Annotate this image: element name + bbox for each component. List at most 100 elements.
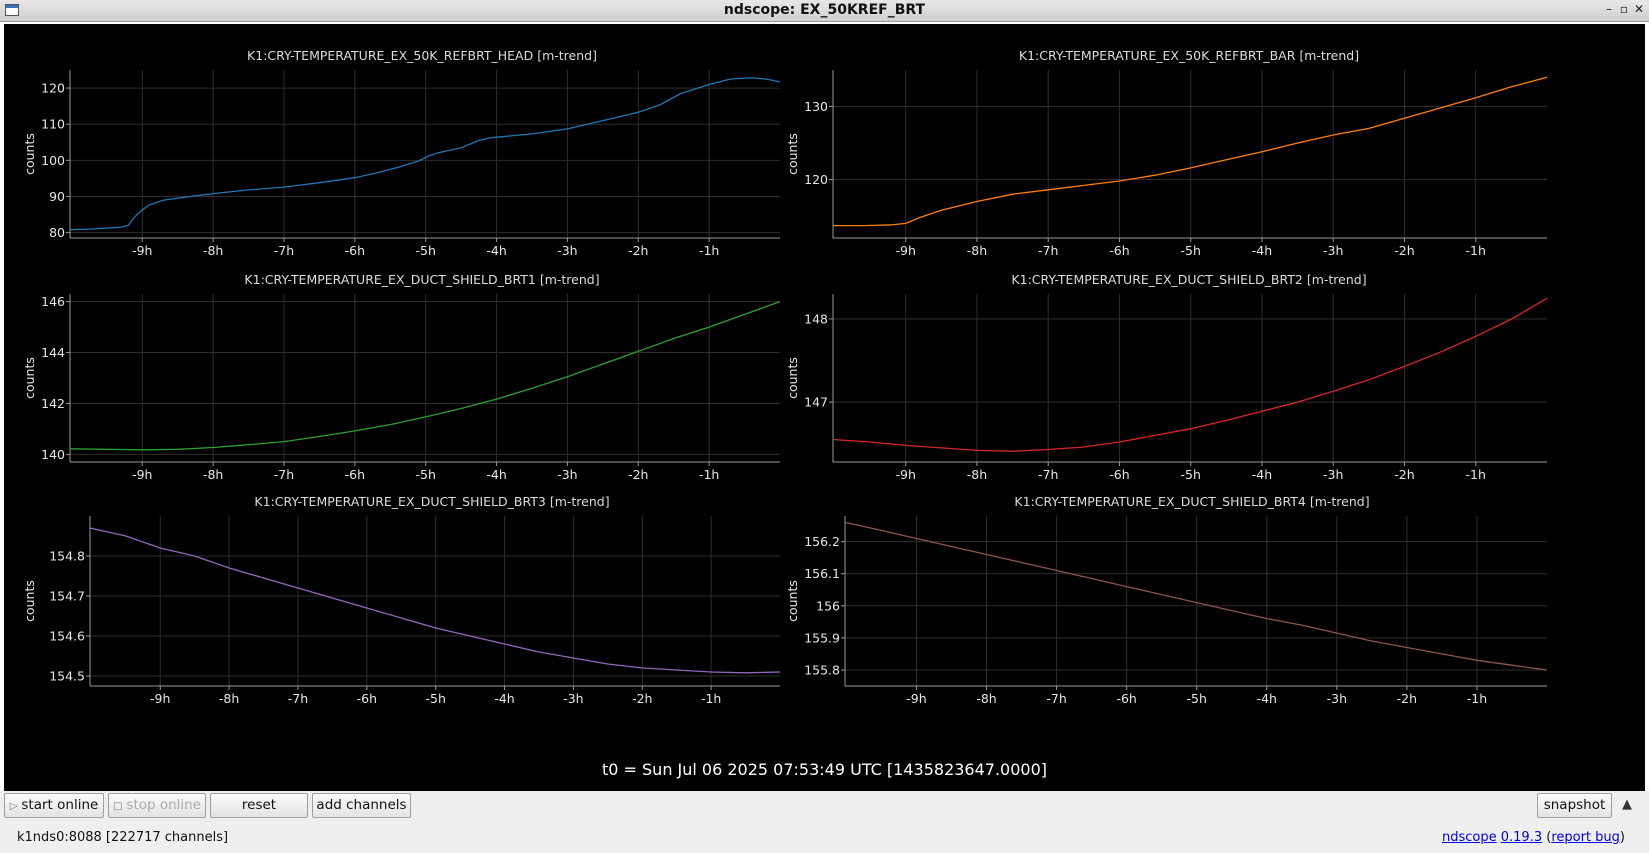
y-tick-label: 147 — [804, 395, 828, 410]
x-tick-label: -7h — [288, 691, 308, 706]
window-menu-icon[interactable] — [5, 4, 19, 16]
report-bug-link[interactable]: report bug — [1551, 830, 1620, 845]
reset-button[interactable]: reset — [210, 793, 308, 818]
x-tick-label: -2h — [1394, 243, 1414, 258]
x-tick-label: -8h — [967, 467, 987, 482]
version-link[interactable]: 0.19.3 — [1500, 830, 1543, 845]
plot-title: K1:CRY-TEMPERATURE_EX_50K_REFBRT_BAR [m-… — [1019, 48, 1359, 63]
series-line[interactable] — [69, 77, 781, 231]
plot-canvas[interactable]: K1:CRY-TEMPERATURE_EX_50K_REFBRT_HEAD [m… — [4, 24, 1645, 791]
window-titlebar[interactable]: ndscope: EX_50KREF_BRT – ▫ ✕ — [0, 0, 1649, 22]
about-info: ndscope 0.19.3 (report bug) — [1441, 830, 1625, 845]
x-tick-label: -8h — [203, 467, 223, 482]
stop-online-button[interactable]: □ stop online — [108, 793, 206, 818]
add-channels-button[interactable]: add channels — [312, 793, 411, 818]
x-tick-label: -9h — [150, 691, 170, 706]
y-tick-label: 156 — [816, 598, 840, 613]
y-tick-label: 156.2 — [804, 534, 840, 549]
y-tick-label: 156.1 — [804, 566, 840, 581]
x-tick-label: -9h — [895, 467, 915, 482]
series-line[interactable] — [69, 300, 781, 451]
x-tick-label: -1h — [699, 467, 719, 482]
x-tick-label: -7h — [1046, 691, 1066, 706]
plot-title: K1:CRY-TEMPERATURE_EX_DUCT_SHIELD_BRT3 [… — [254, 494, 609, 509]
plot-title: K1:CRY-TEMPERATURE_EX_DUCT_SHIELD_BRT2 [… — [1011, 272, 1366, 287]
y-tick-label: 142 — [41, 396, 65, 411]
y-tick-label: 155.9 — [804, 630, 840, 645]
series-line[interactable] — [844, 521, 1548, 671]
x-tick-label: -8h — [976, 691, 996, 706]
series-line[interactable] — [89, 527, 781, 674]
y-tick-label: 140 — [41, 447, 65, 462]
plot-grid[interactable]: K1:CRY-TEMPERATURE_EX_50K_REFBRT_HEAD [m… — [4, 24, 1645, 754]
x-tick-label: -5h — [1187, 691, 1207, 706]
plot-title: K1:CRY-TEMPERATURE_EX_DUCT_SHIELD_BRT4 [… — [1014, 494, 1369, 509]
x-tick-label: -3h — [563, 691, 583, 706]
x-tick-label: -2h — [1397, 691, 1417, 706]
y-tick-label: 146 — [41, 294, 65, 309]
stop-online-label: stop online — [126, 797, 202, 813]
x-tick-label: -4h — [494, 691, 514, 706]
x-tick-label: -9h — [132, 467, 152, 482]
minimize-button[interactable]: – — [1606, 2, 1612, 16]
x-tick-label: -7h — [1038, 467, 1058, 482]
x-tick-label: -4h — [1252, 467, 1272, 482]
x-tick-label: -3h — [557, 467, 577, 482]
x-tick-label: -6h — [345, 467, 365, 482]
y-axis-label: counts — [22, 357, 37, 399]
y-axis-label: counts — [785, 580, 800, 622]
x-tick-label: -7h — [274, 243, 294, 258]
x-tick-label: -4h — [1252, 243, 1272, 258]
plot-title: K1:CRY-TEMPERATURE_EX_DUCT_SHIELD_BRT1 [… — [244, 272, 599, 287]
connection-status: k1nds0:8088 [222717 channels] — [17, 830, 229, 845]
snapshot-button[interactable]: snapshot — [1537, 793, 1612, 818]
y-tick-label: 90 — [49, 189, 65, 204]
x-tick-label: -9h — [132, 243, 152, 258]
maximize-button[interactable]: ▫ — [1619, 2, 1629, 16]
x-tick-label: -2h — [628, 243, 648, 258]
y-tick-label: 100 — [41, 153, 65, 168]
y-axis-label: counts — [785, 133, 800, 175]
y-tick-label: 144 — [41, 345, 65, 360]
x-tick-label: -8h — [967, 243, 987, 258]
x-tick-label: -1h — [701, 691, 721, 706]
series-line[interactable] — [832, 297, 1548, 452]
close-button[interactable]: ✕ — [1633, 2, 1645, 16]
expand-panel-icon[interactable]: ▲ — [1622, 797, 1632, 812]
x-tick-label: -3h — [557, 243, 577, 258]
y-axis-label: counts — [22, 133, 37, 175]
x-tick-label: -5h — [1181, 243, 1201, 258]
start-online-button[interactable]: ▷ start online — [4, 793, 104, 818]
y-tick-label: 110 — [41, 117, 65, 132]
x-tick-label: -2h — [1394, 467, 1414, 482]
y-tick-label: 154.5 — [49, 669, 85, 684]
y-tick-label: 120 — [41, 81, 65, 96]
x-tick-label: -9h — [906, 691, 926, 706]
start-online-label: start online — [21, 797, 99, 813]
x-tick-label: -6h — [1109, 243, 1129, 258]
plot-title: K1:CRY-TEMPERATURE_EX_50K_REFBRT_HEAD [m… — [247, 48, 597, 63]
x-tick-label: -5h — [416, 243, 436, 258]
x-tick-label: -5h — [425, 691, 445, 706]
x-tick-label: -4h — [486, 243, 506, 258]
x-tick-label: -1h — [1466, 467, 1486, 482]
x-tick-label: -4h — [486, 467, 506, 482]
ndscope-link[interactable]: ndscope — [1441, 830, 1497, 845]
play-icon: ▷ — [9, 801, 18, 812]
y-axis-label: counts — [22, 580, 37, 622]
y-tick-label: 155.8 — [804, 662, 840, 677]
status-bar: k1nds0:8088 [222717 channels] ndscope 0.… — [0, 827, 1649, 853]
x-tick-label: -6h — [1116, 691, 1136, 706]
series-line[interactable] — [833, 76, 1548, 227]
x-tick-label: -7h — [1038, 243, 1058, 258]
x-tick-label: -6h — [345, 243, 365, 258]
x-tick-label: -5h — [1181, 467, 1201, 482]
window-title: ndscope: EX_50KREF_BRT — [723, 2, 926, 18]
x-tick-label: -2h — [632, 691, 652, 706]
t0-label: t0 = Sun Jul 06 2025 07:53:49 UTC [14358… — [601, 760, 1048, 779]
x-tick-label: -5h — [416, 467, 436, 482]
y-tick-label: 148 — [804, 311, 828, 326]
y-tick-label: 154.7 — [49, 589, 85, 604]
x-tick-label: -6h — [1109, 467, 1129, 482]
x-tick-label: -1h — [1466, 243, 1486, 258]
